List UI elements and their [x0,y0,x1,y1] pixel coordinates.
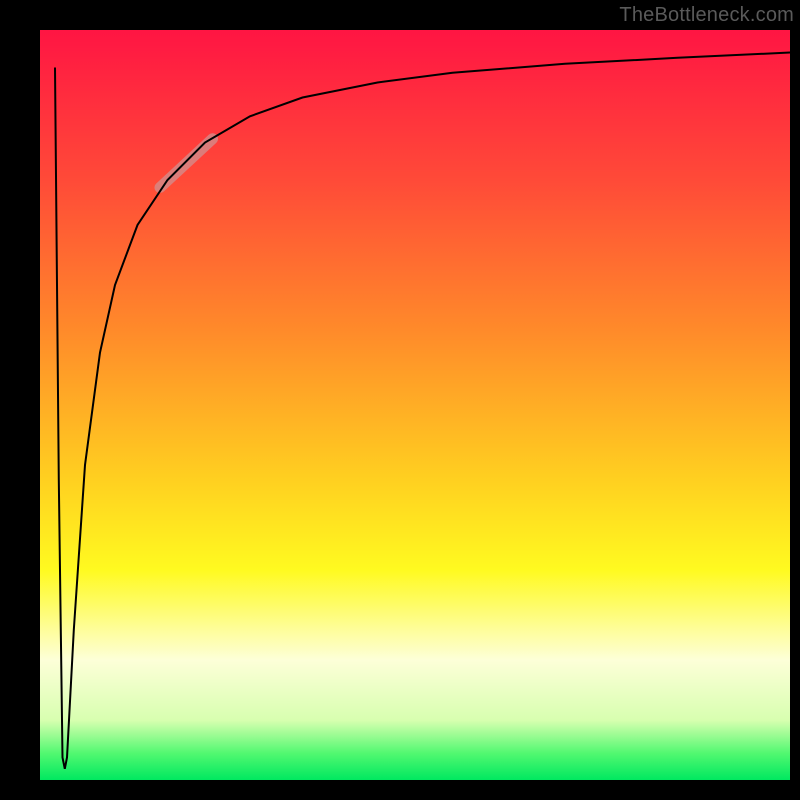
chart-container: TheBottleneck.com [0,0,800,800]
chart-svg [0,0,800,800]
watermark-text: TheBottleneck.com [619,4,794,27]
plot-bg [40,30,790,780]
